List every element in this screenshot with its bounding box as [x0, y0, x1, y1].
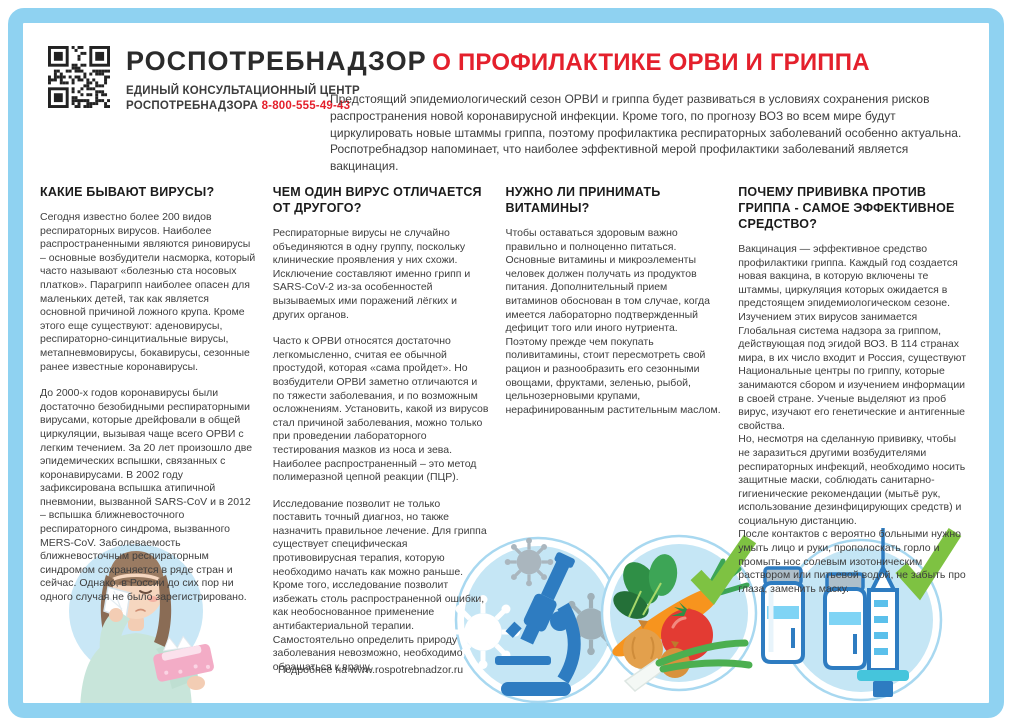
paragraph: Часто к ОРВИ относятся достаточно легком… — [272, 335, 489, 484]
column-vitamins: НУЖНО ЛИ ПРИНИМАТЬ ВИТАМИНЫ? Чтобы остав… — [505, 184, 722, 687]
column-heading: НУЖНО ЛИ ПРИНИМАТЬ ВИТАМИНЫ? — [505, 185, 661, 215]
columns: КАКИЕ БЫВАЮТ ВИРУСЫ? Сегодня известно бо… — [40, 184, 968, 687]
vegetables-illustration — [600, 534, 758, 692]
paragraph: После контактов с вероятно больными нужн… — [738, 528, 966, 595]
vaccine-vial-icon — [761, 566, 805, 664]
green-onion-icon — [623, 639, 753, 692]
vaccine-vial-icon — [823, 572, 867, 670]
vaccine-illustration — [761, 527, 962, 702]
footer-link[interactable]: Подробнее на www.rospotrebnadzor.ru — [278, 664, 464, 676]
paragraph: Но, несмотря на сделанную прививку, чтоб… — [738, 433, 966, 527]
center-line-2-label: РОСПОТРЕБНАДЗОРА — [126, 100, 259, 112]
column-vaccination: ПОЧЕМУ ПРИВИВКА ПРОТИВ ГРИППА - САМОЕ ЭФ… — [738, 184, 968, 687]
org-name: РОСПОТРЕБНАДЗОР — [126, 46, 427, 76]
paragraph: Чтобы оставаться здоровым важно правильн… — [505, 227, 721, 416]
paragraph: До 2000-х годов коронавирусы были достат… — [40, 387, 253, 604]
column-virus-differences: ЧЕМ ОДИН ВИРУС ОТЛИЧАЕТСЯ ОТ ДРУГОГО? Ре… — [273, 184, 490, 687]
paragraph: Исследование позволит не только поставит… — [272, 497, 487, 673]
headline-block: О ПРОФИЛАКТИКЕ ОРВИ И ГРИППА Предстоящий… — [330, 49, 972, 174]
microscope-icon — [495, 552, 581, 696]
paragraph: Изучением этих вирусов занимается Глобал… — [738, 310, 967, 432]
column-heading: ПОЧЕМУ ПРИВИВКА ПРОТИВ ГРИППА - САМОЕ ЭФ… — [738, 185, 955, 231]
sick-woman-illustration — [69, 544, 214, 709]
column-heading: КАКИЕ БЫВАЮТ ВИРУСЫ? — [40, 185, 215, 199]
paragraph: Сегодня известно более 200 видов респира… — [40, 211, 256, 373]
intro-text: Предстоящий эпидемиологический сезон ОРВ… — [330, 92, 962, 173]
center-line-1: ЕДИНЫЙ КОНСУЛЬТАЦИОННЫЙ ЦЕНТР — [126, 85, 360, 97]
center-line-2: РОСПОТРЕБНАДЗОРА 8-800-555-49-43 — [126, 99, 427, 114]
syringe-icon — [857, 528, 909, 697]
paragraph: Респираторные вирусы не случайно объедин… — [272, 227, 471, 321]
brand: РОСПОТРЕБНАДЗОР ЕДИНЫЙ КОНСУЛЬТАЦИОННЫЙ … — [48, 46, 427, 114]
paragraph: Вакцинация — эффективное средство профил… — [738, 243, 958, 310]
column-heading: ЧЕМ ОДИН ВИРУС ОТЛИЧАЕТСЯ ОТ ДРУГОГО? — [272, 185, 482, 215]
phone-number[interactable]: 8-800-555-49-43 — [261, 100, 351, 112]
virus-microscope-illustration — [441, 536, 635, 704]
page-title: О ПРОФИЛАКТИКЕ ОРВИ И ГРИППА — [432, 49, 870, 76]
spinach-leaves-icon — [613, 554, 678, 619]
qr-modules — [48, 46, 110, 108]
column-virus-types: КАКИЕ БЫВАЮТ ВИРУСЫ? Сегодня известно бо… — [40, 184, 257, 687]
checkmark-icon — [895, 527, 962, 601]
qr-code-icon — [48, 46, 110, 108]
checkmark-icon — [690, 534, 757, 605]
